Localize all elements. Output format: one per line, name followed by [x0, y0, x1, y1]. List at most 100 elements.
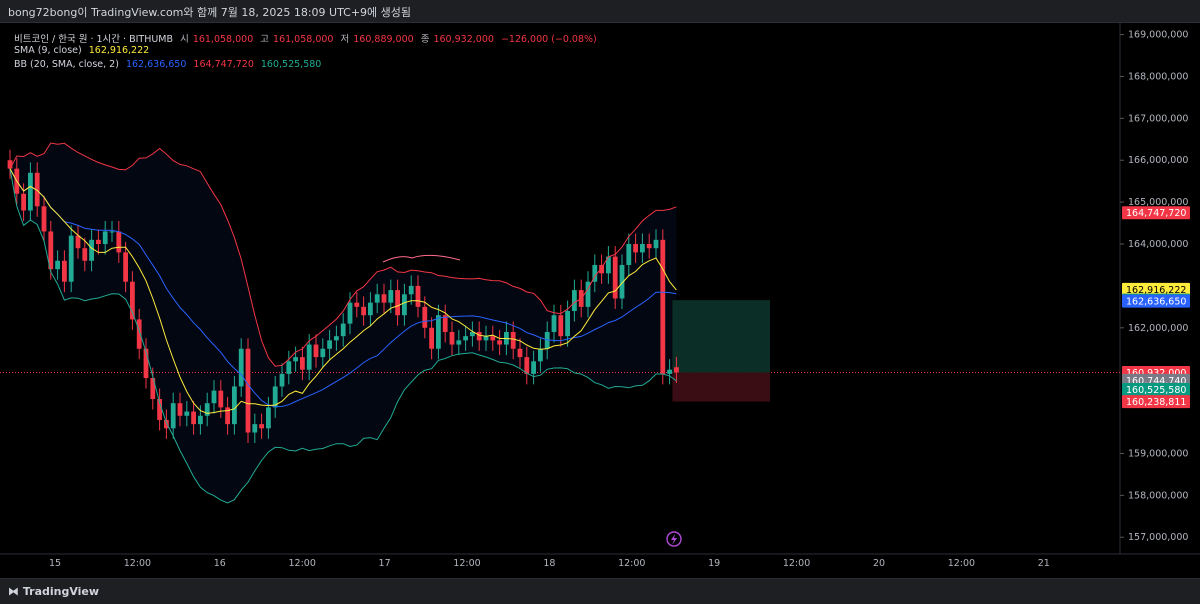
bb-label: BB (20, SMA, close, 2) [14, 59, 119, 70]
candle-body [497, 340, 502, 345]
candle-body [211, 390, 217, 404]
candle-body [218, 390, 224, 408]
price-label-bg [1122, 294, 1190, 308]
price-label-bg [1122, 206, 1190, 220]
candle-body [184, 411, 190, 416]
candle-body [123, 252, 128, 282]
candle-body [592, 264, 598, 282]
candle-body [293, 357, 298, 362]
candle-body [524, 357, 530, 374]
candle-body [599, 264, 604, 274]
candle-body [82, 248, 88, 261]
position-loss-zone [672, 372, 770, 402]
low-label: 저 [340, 34, 350, 45]
sma-label: SMA (9, close) [14, 45, 82, 56]
candle-body [75, 235, 81, 249]
ohlc-legend: 비트코인 / 한국 원 · 1시간 · BITHUMB 시 161,058,000… [14, 31, 601, 45]
candle-body [7, 160, 13, 169]
price-label-text: 160,744,740 [1126, 376, 1186, 387]
high-label: 고 [260, 34, 270, 45]
price-label-text: 160,238,811 [1126, 397, 1186, 408]
x-tick-label: 12:00 [783, 558, 810, 569]
candle-body [395, 290, 400, 316]
candle-body [667, 369, 672, 374]
candle-body [225, 407, 230, 425]
candle-body [34, 172, 40, 207]
open-label: 시 [180, 34, 189, 45]
close-label: 종 [420, 34, 430, 45]
price-label-bg [1122, 395, 1190, 409]
candle-body [130, 281, 135, 320]
price-label-text: 162,636,650 [1126, 297, 1186, 308]
candle-body [660, 239, 666, 374]
candle-body [347, 302, 353, 324]
y-tick-label: 165,000,000 [1128, 197, 1188, 208]
candle-body [388, 290, 394, 303]
sma-legend[interactable]: SMA (9, close) 162,916,222 [14, 45, 153, 56]
symbol-label: 비트코인 / 한국 원 · 1시간 · BITHUMB [14, 34, 174, 45]
candle-body [204, 403, 210, 416]
tradingview-logo[interactable]: ⧓ TradingView [8, 585, 99, 598]
candle-body [313, 344, 319, 358]
candle-body [279, 373, 285, 387]
brand-name: TradingView [22, 585, 100, 598]
price-label-text: 164,747,720 [1126, 208, 1186, 219]
candle-body [436, 315, 441, 349]
sma-value: 162,916,222 [88, 45, 150, 56]
candle-body [109, 231, 115, 233]
candle-body [381, 294, 387, 303]
candle-body [300, 357, 305, 370]
candle-body [245, 348, 251, 433]
bb-basis-line [9, 168, 677, 408]
candle-body [143, 348, 149, 379]
candle-body [55, 260, 60, 270]
candle-body [272, 386, 278, 408]
candle-body [170, 403, 176, 429]
x-tick-label: 16 [214, 558, 226, 569]
price-label-text: 160,525,580 [1126, 385, 1186, 396]
candle-body [646, 244, 652, 249]
footer-bar: ⧓ TradingView [0, 578, 1200, 604]
candle-body [374, 294, 380, 303]
candle-body [136, 319, 142, 349]
x-tick-label: 12:00 [289, 558, 316, 569]
sma-line [9, 168, 677, 414]
candle-body [442, 315, 448, 332]
candle-body [422, 306, 428, 328]
candle-body [606, 256, 611, 274]
high-value: 161,058,000 [273, 34, 334, 45]
candle-body [565, 311, 570, 337]
candle-body [585, 281, 591, 307]
price-chart[interactable]: 169,000,000 168,000,000 167,000,000 166,000… [0, 22, 1200, 578]
candle-body [456, 340, 462, 345]
x-tick-label: 12:00 [618, 558, 645, 569]
candle-body [68, 235, 74, 282]
candle-body [102, 231, 108, 245]
candle-body [286, 361, 292, 374]
price-label-text: 160,932,000 [1126, 368, 1186, 379]
y-tick-label: 167,000,000 [1128, 113, 1188, 124]
candle-body [368, 302, 373, 316]
candle-body [551, 315, 557, 332]
candle-body [626, 244, 632, 265]
creation-caption: bong72bong이 TradingView.com와 함께 7월 18, 2… [8, 6, 412, 19]
change-value: −126,000 (−0.08%) [500, 34, 597, 45]
candle-body [483, 336, 489, 341]
bb-lower-line [9, 168, 677, 504]
tv-logo-icon: ⧓ [8, 585, 19, 598]
x-tick-label: 15 [49, 558, 61, 569]
candle-body [198, 415, 203, 425]
bb-legend[interactable]: BB (20, SMA, close, 2) 162,636,650 164,7… [14, 59, 325, 70]
y-tick-label: 157,000,000 [1128, 532, 1188, 543]
candle-body [89, 239, 94, 261]
candle-body [490, 336, 496, 341]
candle-body [28, 172, 33, 211]
candle-body [470, 331, 475, 337]
candle-body [177, 403, 183, 416]
y-tick-label: 159,000,000 [1128, 448, 1188, 459]
x-tick-label: 20 [873, 558, 885, 569]
x-tick-label: 12:00 [124, 558, 151, 569]
candle-body [116, 231, 122, 253]
candle-body [157, 399, 162, 420]
open-value: 161,058,000 [192, 34, 254, 45]
